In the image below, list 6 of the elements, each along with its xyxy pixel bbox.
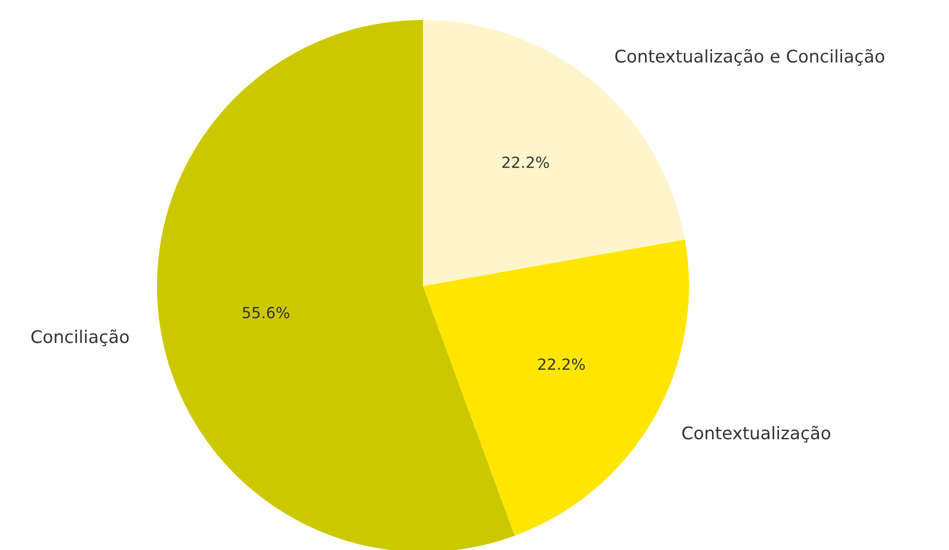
data-label: 22.2% bbox=[538, 358, 585, 370]
data-label: 22.2% bbox=[502, 156, 549, 168]
data-label: 55.6% bbox=[242, 306, 290, 318]
slice-label: Contextualização e Conciliação bbox=[615, 48, 884, 66]
slice-label: Contextualização bbox=[682, 426, 830, 443]
slice-label: Conciliação bbox=[31, 329, 129, 346]
